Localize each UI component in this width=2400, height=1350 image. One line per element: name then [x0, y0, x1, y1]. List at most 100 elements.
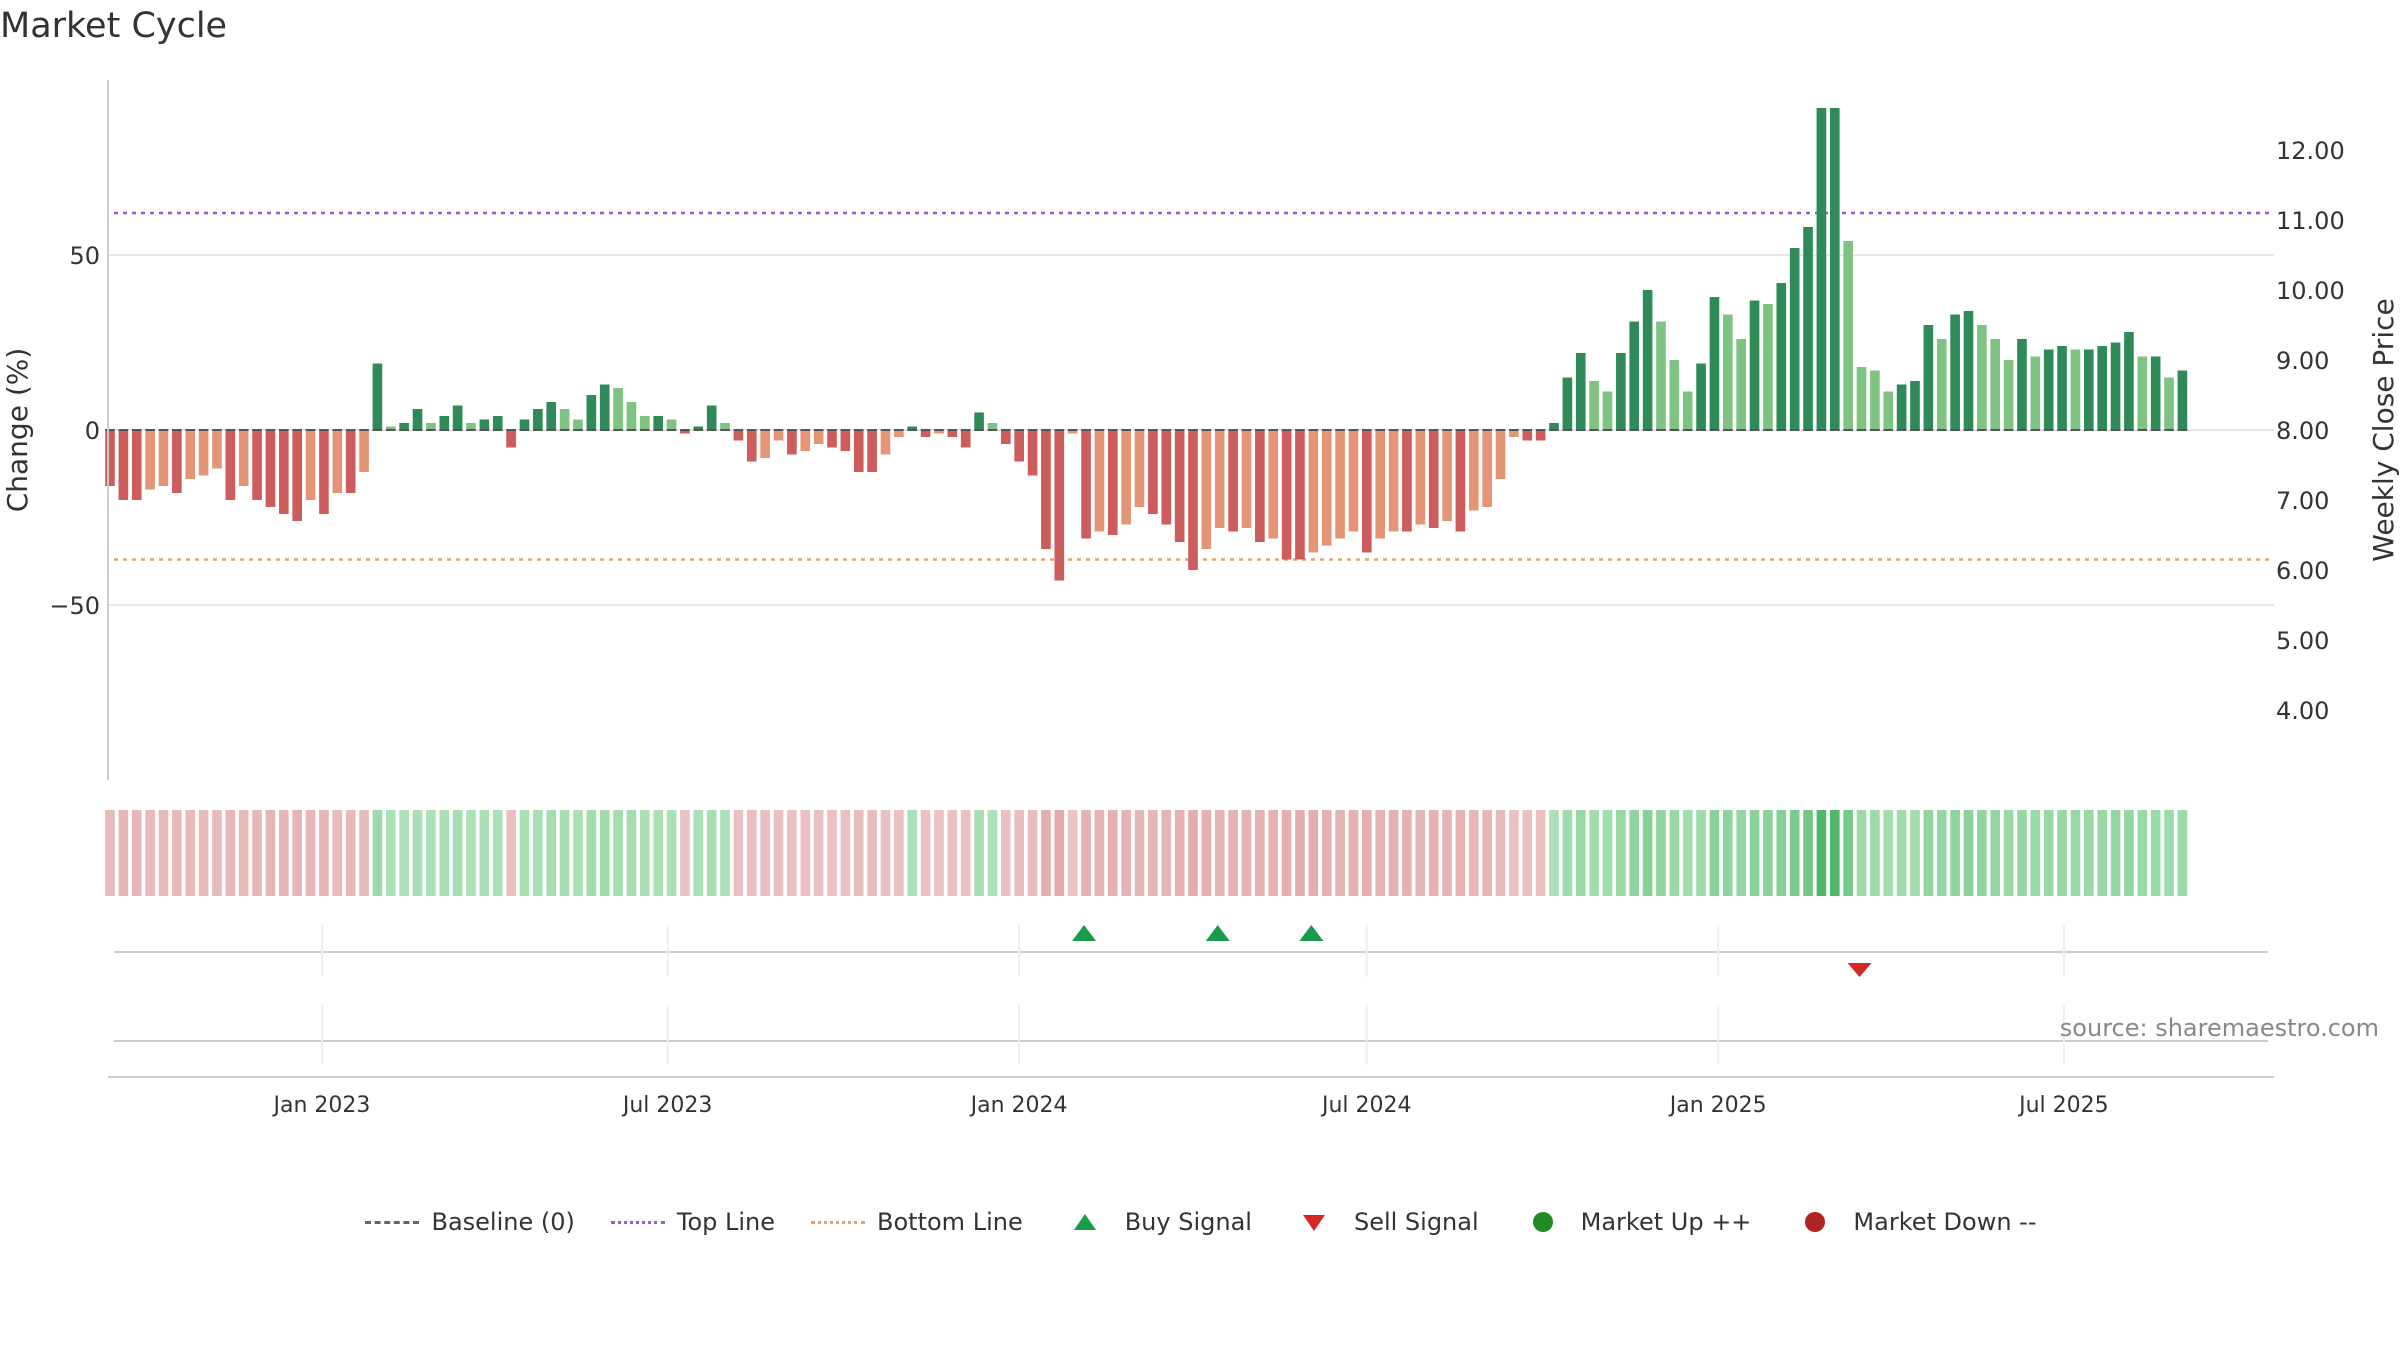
cycle-bar: [1295, 430, 1305, 560]
cycle-bar: [359, 430, 369, 472]
x-tick-label: Jul 2023: [621, 1093, 713, 1118]
cycle-bar: [1321, 430, 1332, 546]
heat-cell: [2124, 810, 2134, 896]
cycle-bar: [1001, 430, 1011, 444]
cycle-bar: [1402, 430, 1412, 532]
heat-cell: [1014, 810, 1024, 896]
cycle-bar: [1682, 391, 1693, 430]
cycle-bar: [1067, 430, 1078, 434]
cycle-bar: [827, 430, 837, 448]
y-tick-label: −50: [49, 592, 100, 620]
heat-cell: [1255, 810, 1265, 896]
heat-cell: [827, 810, 837, 896]
cycle-bar: [1896, 384, 1907, 430]
heat-cell: [987, 810, 998, 896]
cycle-bar: [1589, 381, 1599, 430]
cycle-bar: [1388, 430, 1399, 532]
cycle-bar: [920, 430, 931, 437]
heat-cell: [1214, 810, 1225, 896]
cycle-bar: [1616, 353, 1626, 430]
heat-cell: [1094, 810, 1105, 896]
cycle-bar: [1870, 370, 1880, 430]
heat-cell: [1001, 810, 1011, 896]
cycle-bar: [1214, 430, 1225, 528]
cycle-bar: [787, 430, 797, 455]
heat-cell: [492, 810, 503, 896]
heat-cell: [1321, 810, 1332, 896]
cycle-bar: [385, 426, 396, 430]
heat-cell: [1107, 810, 1118, 896]
cycle-bar: [1977, 325, 1987, 430]
cycle-bar: [2030, 356, 2041, 430]
heat-cell: [1402, 810, 1412, 896]
cycle-bar: [1736, 339, 1746, 430]
heat-cell: [2164, 810, 2174, 896]
cycle-bar: [2017, 339, 2027, 430]
cycle-bar: [279, 430, 289, 514]
cycle-bar: [1468, 430, 1479, 511]
cycle-bar: [412, 409, 423, 430]
heat-cell: [292, 810, 302, 896]
heat-cell: [813, 810, 824, 896]
cycle-bar: [2084, 349, 2094, 430]
heat-cell: [1589, 810, 1599, 896]
heat-cell: [1067, 810, 1078, 896]
cycle-bar: [1308, 430, 1319, 553]
sell-signal-marker: [1847, 963, 1872, 977]
cycle-bar: [319, 430, 329, 514]
legend-item: Market Down --: [1785, 1208, 2037, 1236]
cycle-bar: [1335, 430, 1345, 539]
y2-tick-label: 4.00: [2276, 697, 2329, 725]
cycle-bar: [452, 405, 463, 430]
buy-signal-marker: [1072, 925, 1097, 941]
cycle-bar: [599, 384, 610, 430]
heat-cell: [1442, 810, 1452, 896]
cycle-bar: [492, 416, 503, 430]
cycle-bar: [2057, 346, 2067, 430]
heat-cell: [238, 810, 249, 896]
cycle-bar: [1255, 430, 1265, 542]
cycle-bar: [1923, 325, 1934, 430]
heat-cell: [1896, 810, 1907, 896]
heat-cell: [720, 810, 730, 896]
legend-symbol: [1785, 1212, 1843, 1232]
heat-cell: [1241, 810, 1252, 896]
heat-cell: [385, 810, 396, 896]
cycle-bar: [640, 416, 650, 430]
legend-label: Market Up ++: [1580, 1208, 1752, 1236]
heat-cell: [2084, 810, 2094, 896]
heat-cell: [399, 810, 409, 896]
heat-cell: [412, 810, 423, 896]
cycle-bar: [947, 430, 958, 437]
chart-title: Market Cycle: [0, 6, 228, 46]
heat-cell: [172, 810, 182, 896]
cycle-bar: [1482, 430, 1492, 507]
cycle-bar: [1776, 283, 1787, 430]
heat-cell: [2070, 810, 2081, 896]
heat-cell: [279, 810, 289, 896]
heat-cell: [1829, 810, 1840, 896]
heat-cell: [1936, 810, 1947, 896]
heat-cell: [573, 810, 583, 896]
cycle-bar: [987, 423, 998, 430]
heat-cell: [1549, 810, 1559, 896]
heat-cell: [840, 810, 851, 896]
heat-cell: [867, 810, 877, 896]
cycle-bar: [1107, 430, 1118, 535]
y2-tick-label: 7.00: [2276, 487, 2329, 515]
cycle-bar: [1522, 430, 1533, 441]
heat-cell: [880, 810, 891, 896]
heat-cell: [1388, 810, 1399, 896]
cycle-bar: [2097, 346, 2107, 430]
cycle-bar: [1362, 430, 1372, 553]
cycle-bar: [145, 430, 155, 490]
heat-cell: [225, 810, 236, 896]
cycle-bar: [1535, 430, 1546, 441]
heat-cell: [1535, 810, 1546, 896]
heat-cell: [1041, 810, 1051, 896]
heat-cell: [693, 810, 704, 896]
heat-cell: [1642, 810, 1653, 896]
heat-cell: [345, 810, 356, 896]
cycle-bar: [1990, 339, 2001, 430]
heat-cell: [1602, 810, 1613, 896]
